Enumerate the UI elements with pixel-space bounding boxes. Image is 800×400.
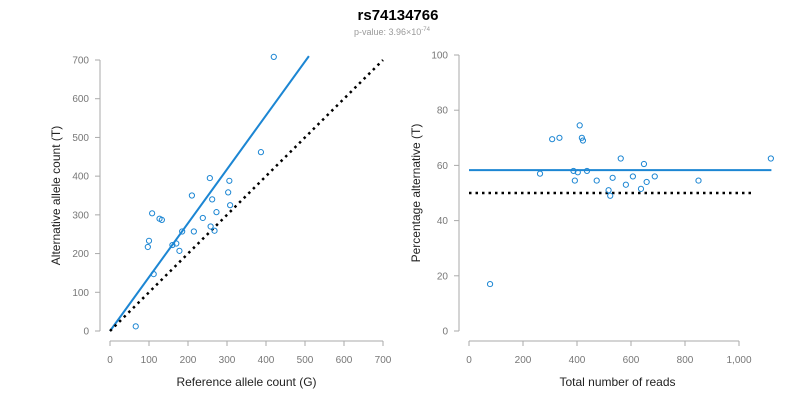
y-tick-label: 0 xyxy=(83,327,89,338)
x-axis-label: Reference allele count (G) xyxy=(176,375,316,389)
data-point xyxy=(209,196,216,203)
data-point xyxy=(574,169,581,176)
x-axis-label: Total number of reads xyxy=(559,375,675,389)
data-point xyxy=(695,177,702,184)
y-tick-label: 200 xyxy=(72,249,89,260)
fit-line xyxy=(109,55,310,332)
data-point xyxy=(226,177,233,184)
x-tick-label: 100 xyxy=(141,355,158,366)
x-tick-label: 600 xyxy=(623,355,640,366)
x-tick-label: 0 xyxy=(466,355,472,366)
data-point xyxy=(149,210,156,217)
data-point xyxy=(176,247,183,254)
y-tick-label: 0 xyxy=(442,327,448,338)
data-point xyxy=(179,228,186,235)
data-point xyxy=(199,214,206,222)
y-tick-label: 400 xyxy=(72,172,89,183)
x-tick-label: 400 xyxy=(258,355,275,366)
data-point xyxy=(211,227,218,234)
data-point xyxy=(225,189,232,196)
x-tick-label: 200 xyxy=(180,355,197,366)
data-point xyxy=(188,192,195,199)
data-point xyxy=(605,187,612,194)
data-point xyxy=(207,223,214,230)
data-point xyxy=(190,228,197,235)
y-tick-label: 80 xyxy=(437,106,449,117)
y-tick-label: 100 xyxy=(431,51,448,62)
y-tick-label: 20 xyxy=(437,271,449,282)
data-point xyxy=(651,173,658,180)
data-point xyxy=(643,178,650,186)
data-point xyxy=(257,149,265,156)
chart-subtitle-pvalue: p-value: 3.96×10-74 xyxy=(354,27,431,37)
data-point xyxy=(629,173,636,180)
x-tick-label: 200 xyxy=(515,355,532,366)
y-tick-label: 700 xyxy=(72,56,89,67)
data-point xyxy=(607,192,614,199)
y-tick-label: 40 xyxy=(437,216,449,227)
data-point xyxy=(150,270,157,278)
data-point xyxy=(767,155,774,162)
data-point xyxy=(145,237,153,244)
y-tick-label: 500 xyxy=(72,133,89,144)
data-point xyxy=(570,167,577,175)
x-tick-label: 400 xyxy=(569,355,586,366)
x-tick-label: 700 xyxy=(375,355,392,366)
data-point xyxy=(486,280,494,288)
pvalue-exponent: -74 xyxy=(421,27,430,33)
data-point xyxy=(144,243,151,251)
data-point xyxy=(640,160,648,168)
y-tick-label: 600 xyxy=(72,94,89,105)
data-point xyxy=(556,134,563,141)
data-point xyxy=(637,185,645,192)
chart-title: rs74134766 xyxy=(358,7,439,24)
data-point xyxy=(617,155,624,162)
data-point xyxy=(169,241,176,249)
data-point xyxy=(213,209,220,216)
data-point xyxy=(622,181,629,188)
data-point xyxy=(579,137,587,144)
data-point xyxy=(173,240,180,247)
data-point xyxy=(270,53,277,61)
data-point xyxy=(576,122,583,129)
y-tick-label: 60 xyxy=(437,161,449,172)
pvalue-prefix: p-value: 3.96×10 xyxy=(354,27,421,37)
scatter-panel-allele-counts: 0 100 200 300 400 500 600 700 0 100 200 300 400 500 60… xyxy=(49,53,392,389)
y-tick-label: 300 xyxy=(72,210,89,221)
x-tick-label: 0 xyxy=(107,355,113,366)
data-point xyxy=(609,174,616,181)
data-point xyxy=(549,136,556,143)
x-tick-label: 600 xyxy=(336,355,353,366)
data-point xyxy=(571,177,578,184)
data-point xyxy=(227,202,234,209)
equal-ratio-line xyxy=(109,59,384,332)
x-tick-label: 800 xyxy=(677,355,694,366)
data-point xyxy=(206,174,213,182)
y-tick-label: 100 xyxy=(72,288,89,299)
scatter-panel-percentage-alternative: 0 200 400 600 800 1,000 0 20 40 60 80 100 Total numb… xyxy=(409,51,774,389)
data-point xyxy=(132,323,139,330)
y-axis-label: Percentage alternative (T) xyxy=(409,124,423,263)
data-point xyxy=(583,167,591,175)
x-tick-label: 1,000 xyxy=(726,355,751,366)
data-point xyxy=(158,216,165,223)
data-point xyxy=(593,177,600,184)
y-axis-label: Alternative allele count (T) xyxy=(49,126,63,265)
x-tick-label: 300 xyxy=(219,355,236,366)
data-point xyxy=(536,170,544,177)
x-tick-label: 500 xyxy=(297,355,314,366)
data-point xyxy=(578,134,585,141)
